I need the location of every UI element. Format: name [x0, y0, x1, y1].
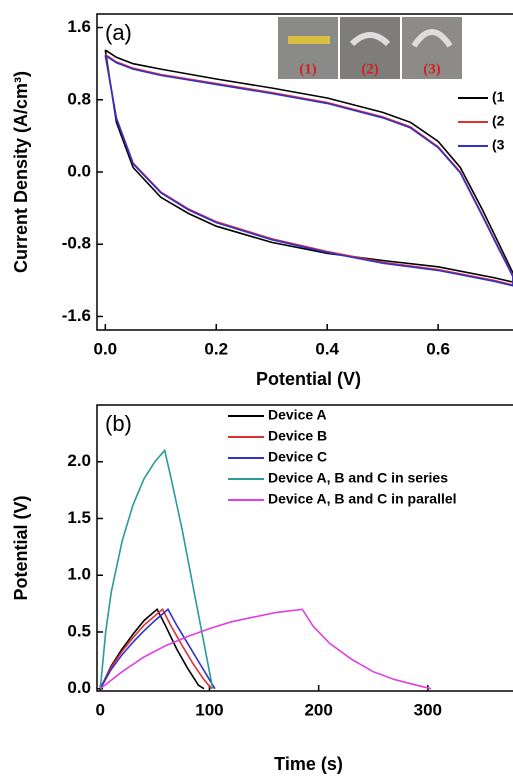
legend-label: (1 [492, 89, 505, 105]
y-tick-label: 1.0 [67, 565, 91, 584]
x-tick-label: 0 [96, 700, 105, 719]
y-tick-label: 0.8 [67, 89, 91, 108]
y-tick-label: -0.8 [62, 234, 91, 253]
y-tick-label: -1.6 [62, 306, 91, 325]
x-axis-title: Potential (V) [256, 369, 361, 389]
panel-label: (a) [105, 20, 132, 45]
y-tick-label: 1.6 [67, 17, 91, 36]
y-axis-title: Current Density (A/cm³) [11, 71, 31, 273]
x-tick-label: 0.2 [204, 339, 228, 358]
x-tick-label: 0.4 [315, 339, 339, 358]
y-tick-label: 0.0 [67, 678, 91, 697]
y-tick-label: 1.5 [67, 508, 91, 527]
inset-label: (2) [361, 61, 379, 77]
inset-label: (1) [299, 61, 317, 77]
x-axis-title: Time (s) [274, 754, 343, 774]
y-tick-label: 2.0 [67, 451, 91, 470]
legend-label: Device C [268, 449, 327, 465]
panel-label: (b) [105, 411, 132, 436]
x-tick-label: 200 [304, 700, 332, 719]
x-tick-label: 0.0 [93, 339, 117, 358]
x-tick-label: 0.6 [426, 339, 450, 358]
legend-label: Device A [268, 407, 327, 423]
figure: 0.0 0.2 0.4 0.6 -1.6 -0.8 0.0 0.8 1.6 Potential (… [0, 0, 513, 776]
data-line [100, 609, 211, 688]
x-tick-label: 300 [414, 700, 442, 719]
y-tick-label: 0.5 [67, 621, 91, 640]
y-tick-label: 0.0 [67, 161, 91, 180]
y-axis-title: Potential (V) [11, 495, 31, 600]
legend-label: (3 [492, 137, 505, 153]
legend-label: Device A, B and C in series [268, 470, 448, 486]
legend-label: (2 [492, 113, 505, 129]
data-line [100, 450, 212, 688]
legend-label: Device B [268, 428, 327, 444]
data-line [100, 609, 431, 688]
legend-label: Device A, B and C in parallel [268, 491, 457, 507]
photo-detail [288, 36, 330, 44]
x-tick-label: 100 [195, 700, 223, 719]
data-line [105, 56, 513, 286]
inset-label: (3) [423, 61, 441, 77]
page: {"chart_data": [ {"type": "line", "annot… [0, 0, 513, 776]
